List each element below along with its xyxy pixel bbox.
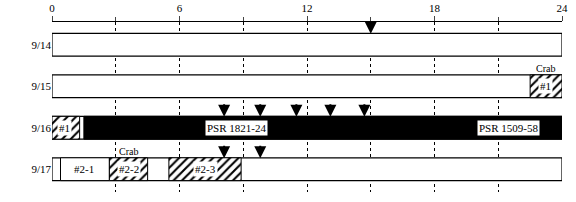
svg-text:24: 24: [557, 2, 569, 14]
svg-text:9/16: 9/16: [31, 122, 51, 134]
svg-text:Crab: Crab: [536, 63, 555, 74]
svg-text:#1: #1: [540, 80, 551, 92]
svg-text:9/17: 9/17: [31, 163, 51, 175]
svg-text:9/14: 9/14: [31, 39, 51, 51]
svg-text:Crab: Crab: [119, 146, 138, 157]
svg-text:9/15: 9/15: [31, 80, 51, 92]
svg-text:0: 0: [49, 2, 55, 14]
svg-text:#1: #1: [59, 122, 70, 134]
svg-text:#2-2: #2-2: [119, 163, 139, 175]
svg-text:PSR 1509-58: PSR 1509-58: [479, 122, 538, 134]
svg-text:#2-1: #2-1: [74, 163, 94, 175]
svg-text:PSR 1821-24: PSR 1821-24: [207, 122, 266, 134]
svg-text:12: 12: [302, 2, 313, 14]
svg-text:18: 18: [429, 2, 441, 14]
svg-text:#2-3: #2-3: [195, 163, 216, 175]
svg-text:6: 6: [177, 2, 183, 14]
